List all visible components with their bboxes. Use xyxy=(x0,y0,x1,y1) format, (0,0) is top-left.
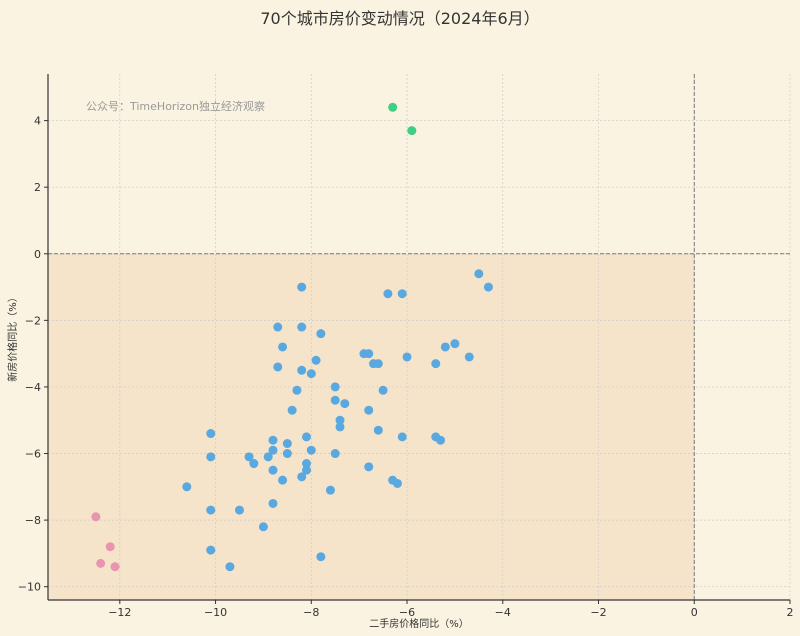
data-point-blue xyxy=(273,362,283,372)
x-tick-label: −4 xyxy=(495,606,511,619)
data-point-blue xyxy=(234,505,244,515)
data-point-blue xyxy=(431,359,441,369)
data-point-blue xyxy=(330,395,340,405)
data-point-green xyxy=(388,102,398,112)
shaded-region xyxy=(48,253,695,600)
y-tick-label: −4 xyxy=(25,381,41,394)
data-point-blue xyxy=(287,405,297,415)
watermark: 公众号：TimeHorizon独立经济观察 xyxy=(86,99,265,113)
data-point-blue xyxy=(464,352,474,362)
data-point-blue xyxy=(373,425,383,435)
data-point-blue xyxy=(378,385,388,395)
data-point-blue xyxy=(402,352,412,362)
data-point-blue xyxy=(292,385,302,395)
data-point-pink xyxy=(91,512,101,522)
x-tick-label: −2 xyxy=(590,606,606,619)
data-point-blue xyxy=(335,422,345,432)
data-point-blue xyxy=(297,365,307,375)
data-point-blue xyxy=(311,355,321,365)
data-point-pink xyxy=(105,542,115,552)
data-point-blue xyxy=(450,339,460,349)
data-point-blue xyxy=(206,505,216,515)
data-point-blue xyxy=(278,475,288,485)
data-point-blue xyxy=(364,349,374,359)
y-tick-label: 4 xyxy=(34,115,41,128)
y-tick-label: −8 xyxy=(25,514,41,527)
data-point-blue xyxy=(268,465,278,475)
data-point-blue xyxy=(244,452,254,462)
data-point-pink xyxy=(110,562,120,572)
data-point-blue xyxy=(302,432,312,442)
data-point-blue xyxy=(225,562,235,572)
data-point-blue xyxy=(440,342,450,352)
data-point-blue xyxy=(268,498,278,508)
x-tick-label: −6 xyxy=(399,606,415,619)
data-point-blue xyxy=(306,445,316,455)
data-point-blue xyxy=(268,435,278,445)
data-point-blue xyxy=(249,459,259,469)
x-tick-label: −8 xyxy=(303,606,319,619)
data-point-blue xyxy=(268,445,278,455)
data-point-blue xyxy=(373,359,383,369)
data-point-blue xyxy=(282,439,292,449)
data-point-blue xyxy=(330,449,340,459)
data-point-blue xyxy=(302,465,312,475)
y-tick-label: −6 xyxy=(25,448,41,461)
data-point-blue xyxy=(297,282,307,292)
data-point-blue xyxy=(325,485,335,495)
data-point-blue xyxy=(316,329,326,339)
data-point-blue xyxy=(364,462,374,472)
data-point-blue xyxy=(335,415,345,425)
data-point-blue xyxy=(206,429,216,439)
data-point-blue xyxy=(397,432,407,442)
x-tick-label: −12 xyxy=(108,606,131,619)
data-point-blue xyxy=(364,405,374,415)
data-point-blue xyxy=(302,459,312,469)
data-point-blue xyxy=(263,452,273,462)
data-point-blue xyxy=(306,369,316,379)
x-tick-label: 0 xyxy=(691,606,698,619)
data-point-blue xyxy=(182,482,192,492)
data-point-blue xyxy=(383,289,393,299)
y-tick-label: 2 xyxy=(34,181,41,194)
data-point-blue xyxy=(206,545,216,555)
data-point-blue xyxy=(340,399,350,409)
y-tick-label: 0 xyxy=(34,248,41,261)
x-tick-label: 2 xyxy=(787,606,794,619)
y-tick-label: −2 xyxy=(25,314,41,327)
data-point-blue xyxy=(297,322,307,332)
data-point-blue xyxy=(297,472,307,482)
x-axis-label: 二手房价格同比（%） xyxy=(369,617,469,630)
data-point-blue xyxy=(436,435,446,445)
data-point-blue xyxy=(258,522,268,532)
data-point-blue xyxy=(282,449,292,459)
data-point-blue xyxy=(397,289,407,299)
data-point-blue xyxy=(392,478,402,488)
data-point-blue xyxy=(316,552,326,562)
data-point-blue xyxy=(278,342,288,352)
data-point-blue xyxy=(206,452,216,462)
y-tick-label: −10 xyxy=(18,581,41,594)
data-point-pink xyxy=(96,558,106,568)
x-tick-label: −10 xyxy=(204,606,227,619)
chart-title: 70个城市房价变动情况（2024年6月） xyxy=(260,9,540,28)
data-point-blue xyxy=(483,282,493,292)
data-point-blue xyxy=(330,382,340,392)
data-point-blue xyxy=(273,322,283,332)
data-point-blue xyxy=(474,269,484,279)
data-point-green xyxy=(407,126,417,136)
y-axis-label: 新房价格同比（%） xyxy=(6,292,19,382)
